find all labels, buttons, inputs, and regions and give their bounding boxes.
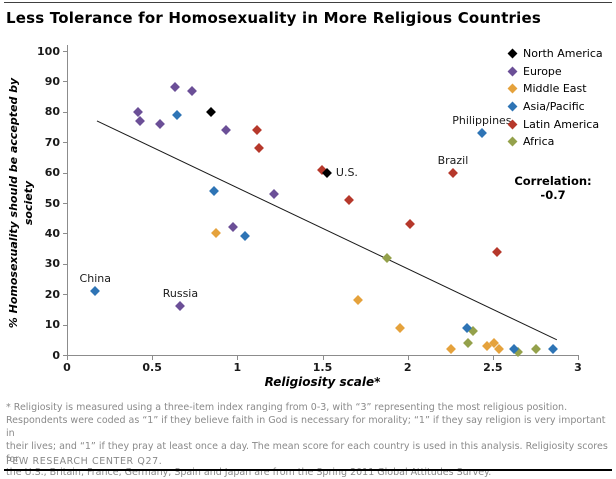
y-tick-label: 80 (44, 105, 60, 119)
y-tick-mark (63, 355, 67, 356)
trend-line (96, 120, 558, 341)
x-tick-label: 3 (574, 361, 582, 374)
y-tick-label: 30 (44, 257, 60, 271)
country-label: China (79, 272, 111, 286)
legend-swatch-africa (507, 136, 518, 147)
x-tick-mark (322, 356, 324, 360)
bottom-divider (4, 469, 612, 471)
x-tick-label: 2.5 (483, 361, 503, 374)
x-axis-title: Religiosity scale* (264, 375, 381, 389)
legend-swatch-north-america (507, 48, 518, 59)
legend-label: Africa (523, 135, 555, 149)
x-tick-label: 2 (403, 361, 412, 374)
legend-item: Middle East (506, 80, 603, 98)
legend-label: Europe (523, 64, 562, 78)
correlation-note: Correlation: -0.7 (498, 174, 608, 202)
x-tick-mark (407, 356, 409, 360)
y-tick-label: 10 (44, 318, 60, 332)
x-tick-mark (237, 356, 239, 360)
x-tick-label: 0 (63, 361, 71, 374)
x-tick-mark (152, 356, 154, 360)
x-tick-label: 1 (233, 361, 242, 374)
y-tick-mark (63, 172, 67, 174)
y-tick-mark (63, 81, 67, 83)
plot-area: China Russia U.S. Brazil Philippines (67, 51, 579, 357)
legend-swatch-asia-pacific (507, 101, 518, 112)
legend-label: North America (523, 47, 603, 61)
country-label: Russia (162, 287, 199, 301)
x-tick-mark (578, 356, 579, 360)
y-tick-mark (63, 233, 67, 235)
top-divider (4, 2, 612, 3)
correlation-label: Correlation: (514, 174, 592, 188)
y-tick-label: 50 (44, 196, 60, 210)
y-tick-mark (63, 142, 67, 144)
legend-swatch-europe (507, 66, 518, 77)
y-tick-label: 90 (44, 74, 60, 88)
x-tick-mark (67, 356, 68, 360)
legend: North America Europe Middle East Asia/Pacif… (506, 45, 603, 151)
y-tick-mark (63, 51, 67, 52)
y-tick-mark (63, 111, 67, 113)
y-tick-label: 40 (44, 226, 60, 240)
legend-label: Asia/Pacific (523, 100, 585, 114)
footnote: * Religiosity is measured using a three-… (6, 402, 608, 478)
y-axis-line-cap (67, 45, 68, 51)
x-tick-label: 0.5 (142, 361, 162, 374)
y-tick-label: 70 (44, 135, 60, 149)
legend-item: Africa (506, 133, 603, 151)
legend-item: Asia/Pacific (506, 98, 603, 116)
y-tick-mark (63, 294, 67, 296)
y-tick-label: 20 (44, 287, 60, 301)
source-line: PEW RESEARCH CENTER Q27. (6, 456, 163, 467)
country-label: U.S. (335, 165, 358, 179)
country-label: Philippines (452, 114, 512, 128)
legend-item: Europe (506, 63, 603, 81)
y-tick-mark (63, 263, 67, 265)
legend-swatch-middle-east (507, 84, 518, 94)
correlation-value: -0.7 (540, 188, 566, 202)
y-tick-mark (63, 324, 67, 326)
y-tick-label: 0 (52, 348, 60, 362)
country-label: Brazil (437, 153, 469, 167)
legend-label: Latin America (523, 117, 600, 131)
y-tick-label: 60 (44, 166, 60, 180)
legend-item: North America (506, 45, 603, 63)
x-tick-mark (492, 356, 494, 360)
y-tick-mark (63, 203, 67, 204)
legend-swatch-latin-america (507, 119, 518, 130)
y-tick-label: 100 (37, 44, 60, 58)
legend-label: Middle East (523, 82, 587, 96)
x-tick-label: 1.5 (312, 361, 333, 374)
chart-title: Less Tolerance for Homosexuality in More… (6, 9, 542, 27)
legend-item: Latin America (506, 115, 603, 133)
